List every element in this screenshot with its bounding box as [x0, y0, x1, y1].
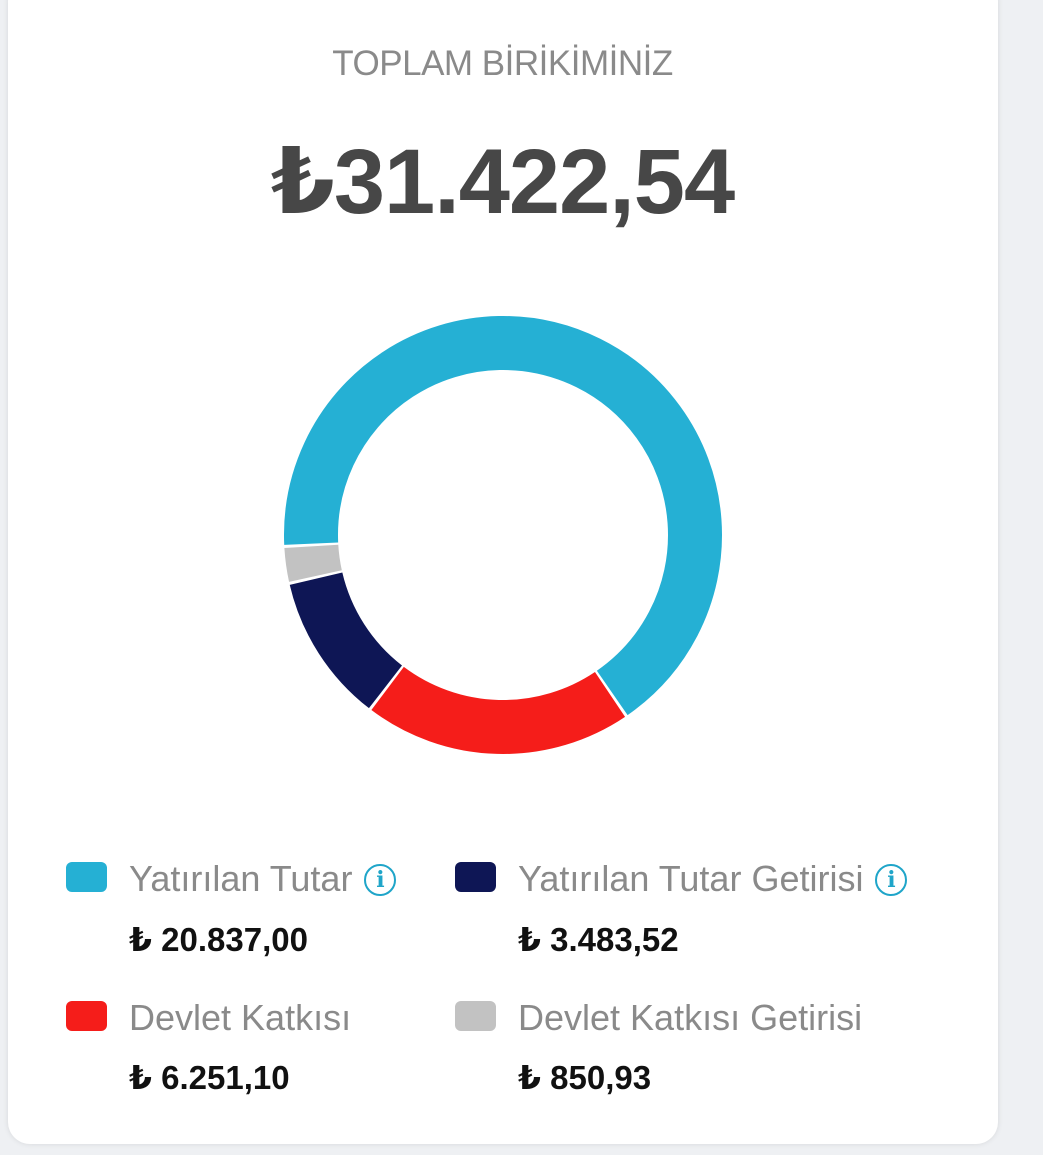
total-savings-amount: ₺31.422,54	[270, 131, 735, 233]
legend-swatch	[455, 1001, 496, 1031]
legend-swatch	[455, 862, 496, 892]
savings-card	[8, 0, 998, 1144]
legend-swatch	[66, 1001, 107, 1031]
legend-value: ₺ 850,93	[518, 1059, 652, 1096]
page-title: TOPLAM BİRİKİMİNİZ	[332, 44, 673, 83]
legend-label: Yatırılan Tutar Getirisi i	[518, 858, 908, 900]
legend-value: ₺ 3.483,52	[518, 921, 679, 958]
legend-label: Devlet Katkısı Getirisi	[518, 997, 863, 1038]
donut-slice-3	[284, 544, 342, 582]
legend-label: Devlet Katkısı	[129, 997, 352, 1038]
info-icon[interactable]: i	[364, 864, 397, 896]
legend-value: ₺ 20.837,00	[129, 921, 308, 958]
donut-slice-2	[289, 571, 403, 709]
legend-value: ₺ 6.251,10	[129, 1059, 290, 1096]
donut-chart	[284, 316, 722, 754]
donut-slice-0	[284, 316, 722, 716]
legend-label: Yatırılan Tutar i	[129, 858, 397, 900]
info-icon[interactable]: i	[875, 864, 908, 896]
legend-swatch	[66, 862, 107, 892]
donut-slice-1	[371, 666, 626, 754]
